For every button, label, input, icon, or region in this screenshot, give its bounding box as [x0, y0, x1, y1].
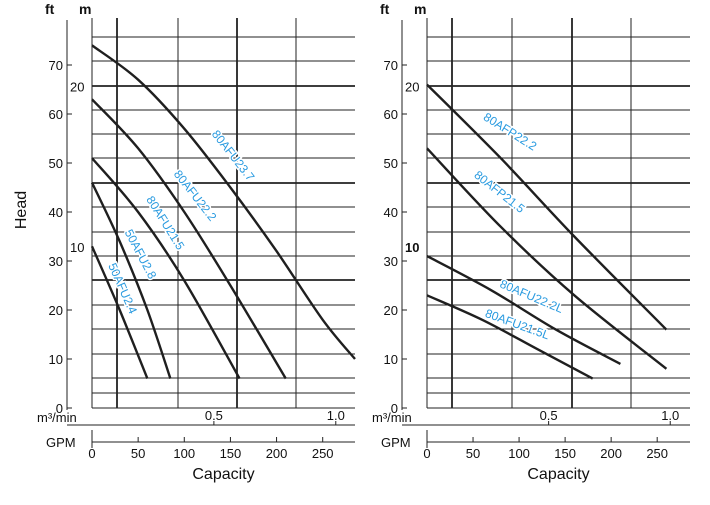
panel1-m3min-unit-label: m³/min — [37, 410, 77, 425]
panel2-series-line-80AFU22.2L — [426, 255, 621, 365]
panel1-m-unit-label: m — [79, 1, 91, 17]
panel1-series-label: 80AFU23.7 — [209, 127, 258, 184]
panel2-m3min-tick-label: 1.0 — [661, 408, 679, 423]
panel1-ft-unit-label: ft — [45, 1, 55, 17]
panel2-ft-tick-label: 60 — [384, 107, 398, 122]
panel1-series-line-80AFU22.2 — [91, 98, 287, 380]
panel1-m3min-tick-label: 1.0 — [327, 408, 345, 423]
panel1-ylabel: Head — [13, 191, 30, 229]
panel2-gpm-tick-label: 250 — [646, 446, 668, 461]
panel1-series-label: 80AFU21.5 — [143, 193, 187, 252]
panel2-gpm-unit-label: GPM — [381, 435, 411, 450]
panel2-ft-tick-label: 30 — [384, 254, 398, 269]
panel2-series-line-80AFU21.5L — [426, 294, 594, 380]
panel2-m3min-tick-label: 0.5 — [540, 408, 558, 423]
panel2-m-unit-label: m — [414, 1, 426, 17]
panel2-series-line-80AFP21.5 — [426, 147, 668, 370]
panel2-gpm-tick-label: 50 — [466, 446, 480, 461]
panel1-ft-tick-label: 40 — [49, 205, 63, 220]
panel2-series-label: 80AFU22.2L — [498, 277, 566, 316]
panel1-gpm-tick-label: 250 — [312, 446, 334, 461]
panel1-gpm-tick-label: 200 — [266, 446, 288, 461]
panel1-ft-tick-label: 50 — [49, 156, 63, 171]
panel1-series-line-80AFU21.5 — [91, 157, 241, 380]
panel2-m3min-unit-label: m³/min — [372, 410, 412, 425]
panel2-ft-tick-label: 0 — [391, 401, 398, 416]
panel1-gpm-tick-label: 50 — [131, 446, 145, 461]
panel2-xlabel: Capacity — [527, 466, 589, 483]
panel2-ft-unit-label: ft — [380, 1, 390, 17]
panel2-ft-tick-label: 70 — [384, 58, 398, 73]
panel1-m3min-tick-label: 0.5 — [205, 408, 223, 423]
panel1-ft-tick-label: 10 — [49, 352, 63, 367]
panel1-ft-tick-label: 70 — [49, 58, 63, 73]
panel1-m-tick-label: 20 — [70, 79, 84, 94]
panel2-gpm-tick-label: 150 — [554, 446, 576, 461]
panel2-gpm-tick-label: 200 — [600, 446, 622, 461]
panel2-gpm-tick-label: 0 — [423, 446, 430, 461]
panel2-series-label: 80AFP21.5 — [471, 168, 527, 216]
panel1-gpm-tick-label: 0 — [88, 446, 95, 461]
panel2-series-line-80AFP22.2 — [426, 83, 668, 331]
panel1-m-tick-label: 10 — [70, 240, 84, 255]
panel2-ft-tick-label: 40 — [384, 205, 398, 220]
panel2-ft-tick-label: 50 — [384, 156, 398, 171]
panel2-ft-tick-label: 10 — [384, 352, 398, 367]
panel1-gpm-tick-label: 150 — [220, 446, 242, 461]
panel2-gpm-tick-label: 100 — [508, 446, 530, 461]
panel1-xlabel: Capacity — [192, 466, 254, 483]
panel2-m-tick-label: 20 — [405, 79, 419, 94]
panel1-series-line-80AFU23.7 — [91, 44, 356, 360]
panel1-series-line-50AFU2.4 — [90, 245, 149, 380]
panel1-ft-tick-label: 0 — [56, 401, 63, 416]
panel1-series-line-50AFU2.8 — [90, 182, 172, 379]
panel1-ft-tick-label: 30 — [49, 254, 63, 269]
panel1-ft-tick-label: 60 — [49, 107, 63, 122]
panel1-gpm-tick-label: 100 — [173, 446, 195, 461]
panel2-m-tick-label: 10 — [405, 240, 419, 255]
panel2-ft-tick-label: 20 — [384, 303, 398, 318]
panel1-gpm-unit-label: GPM — [46, 435, 76, 450]
panel1-ft-tick-label: 20 — [49, 303, 63, 318]
